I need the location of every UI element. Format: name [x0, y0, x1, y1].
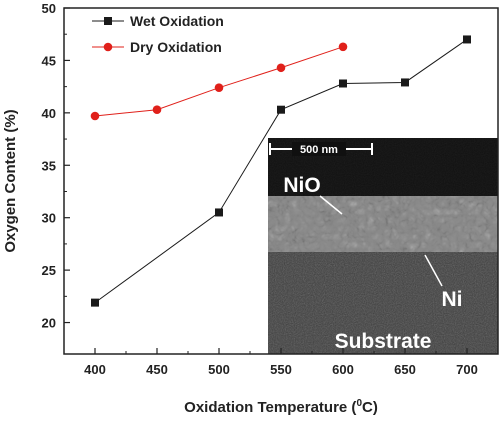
nio-pointer [319, 195, 343, 215]
y-tick-label-30: 30 [42, 211, 56, 226]
x-axis-title-main: Oxidation Temperature ( [184, 399, 356, 416]
y-tick-label-40: 40 [42, 106, 56, 121]
axis-tick-labels: 400 450 500 550 600 650 700 20 25 30 35 40 45 50 [42, 1, 478, 377]
x-tick-label-550: 550 [270, 362, 292, 377]
wet-oxidation-line [94, 39, 468, 304]
inset-nio-texture [268, 196, 498, 252]
x-tick-label-700: 700 [456, 362, 478, 377]
legend: Wet Oxidation Dry Oxidation [92, 13, 224, 55]
legend-dry-marker [103, 42, 113, 52]
wet-oxidation-point-600 [339, 79, 347, 88]
dry-oxidation-point-450 [152, 105, 162, 115]
x-tick-label-450: 450 [146, 362, 168, 377]
dry-oxidation-point-550 [276, 63, 286, 73]
legend-dry-label: Dry Oxidation [130, 39, 222, 55]
dry-oxidation-line [94, 46, 344, 117]
wet-oxidation-point-700 [463, 35, 471, 44]
dry-oxidation-point-600 [338, 42, 348, 52]
x-axis-title-end: C) [362, 399, 378, 416]
legend-wet-marker [104, 17, 112, 25]
legend-wet-label: Wet Oxidation [130, 13, 224, 29]
dry-oxidation-point-500 [214, 83, 224, 92]
ni-pointer [424, 254, 443, 287]
x-tick-label-400: 400 [84, 362, 106, 377]
y-axis-title: Oxygen Content (%) [2, 109, 19, 252]
sem-inset-image: 500 nm NiO Ni Substrate [268, 138, 498, 354]
y-tick-label-45: 45 [42, 53, 56, 68]
wet-oxidation-point-550 [277, 105, 285, 114]
y-tick-label-50: 50 [42, 1, 56, 16]
y-tick-label-20: 20 [42, 316, 56, 331]
nio-label: NiO [283, 174, 320, 197]
series-layer [90, 35, 471, 307]
dry-oxidation-point-400 [90, 111, 100, 121]
y-tick-label-35: 35 [42, 158, 56, 173]
scale-bar-label: 500 nm [300, 144, 338, 156]
x-tick-label-650: 650 [394, 362, 416, 377]
x-axis-title-superscript: 0 [356, 398, 362, 409]
substrate-label: Substrate [335, 330, 432, 353]
wet-oxidation-point-400 [91, 298, 99, 307]
x-tick-label-600: 600 [332, 362, 354, 377]
inset-substrate-texture [268, 252, 498, 354]
x-tick-label-500: 500 [208, 362, 230, 377]
axis-ticks [64, 7, 468, 354]
wet-oxidation-point-650 [401, 78, 409, 87]
ni-label: Ni [442, 288, 463, 311]
scale-bar-label-bg [292, 142, 346, 156]
x-axis-title: Oxidation Temperature (0C) [184, 398, 378, 416]
wet-oxidation-point-500 [215, 208, 223, 217]
y-tick-label-25: 25 [42, 263, 56, 278]
